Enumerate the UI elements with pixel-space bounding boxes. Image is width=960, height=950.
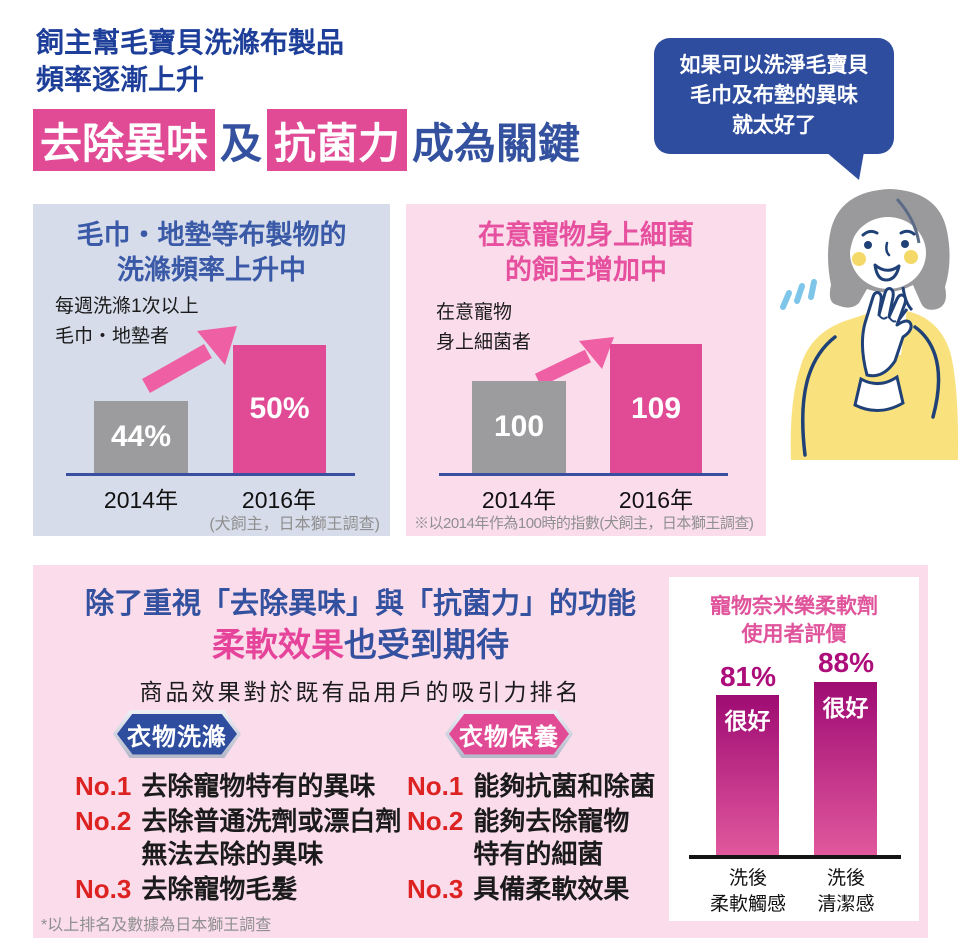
x-tick-2014: 2014年 <box>103 487 179 513</box>
bar-2016: 109 <box>610 344 702 473</box>
bar-2014-value: 44% <box>110 420 172 453</box>
care-badge: 衣物保養 <box>445 710 573 758</box>
review-bar2-tag: 很好 <box>822 695 869 721</box>
bar-2016: 50% <box>233 345 326 473</box>
bar-2014: 44% <box>94 401 188 473</box>
care-ranking-column: 衣物保養 No.1 能夠抗菌和除菌 No.2 能夠去除寵物 特有的細菌 <box>407 710 707 908</box>
page-title: 飼主幫毛寶貝洗滌布製品 頻率逐漸上升 <box>36 24 344 98</box>
x-tick-2014: 2014年 <box>481 487 557 513</box>
review-bar1-tag: 很好 <box>724 708 771 734</box>
review-x-axis <box>689 855 901 859</box>
headline-highlight-odor: 去除異味 <box>33 109 216 171</box>
headline-connector: 及 <box>220 119 263 167</box>
page-title-line2: 頻率逐漸上升 <box>36 64 205 95</box>
chart-index-note: ※以2014年作為100時的指數(犬飼主，日本獅王調查) <box>414 515 754 532</box>
bar-2014-value: 100 <box>493 410 545 443</box>
headline-tail: 成為關鍵 <box>412 119 581 167</box>
survey-footnote: *以上排名及數據為日本獅王調查 <box>41 917 272 934</box>
ranking-heading-line1: 除了重視「去除異味」與「抗菌力」的功能 <box>84 588 636 620</box>
ranking-panel: 除了重視「去除異味」與「抗菌力」的功能 柔軟效果也受到期待 商品效果對於既有品用… <box>33 565 928 938</box>
bar-2016-value: 109 <box>630 391 682 425</box>
trend-up-arrow-icon <box>534 337 614 387</box>
washing-ranking-column: 衣物洗滌 No.1 去除寵物特有的異味 No.2 去除普通洗劑或漂白劑 無法去除… <box>75 710 415 908</box>
list-item: No.1 去除寵物特有的異味 <box>75 771 376 801</box>
softness-highlight: 柔軟效果 <box>212 626 344 663</box>
review-bar1-label: 洗後 柔軟觸感 <box>709 868 786 915</box>
speech-bubble: 如果可以洗淨毛寶貝 毛巾及布墊的異味 就太好了 <box>654 38 894 180</box>
germ-concern-note: 在意寵物 身上細菌者 <box>436 302 532 353</box>
ranking-heading: 除了重視「去除異味」與「抗菌力」的功能 柔軟效果也受到期待 商品效果對於既有品用… <box>38 585 683 707</box>
trend-up-arrow-icon <box>142 326 237 393</box>
bar-2016-value: 50% <box>249 392 310 425</box>
ranking-subheading: 商品效果對於既有品用戶的吸引力排名 <box>139 679 582 705</box>
list-item: No.2 能夠去除寵物 特有的細菌 <box>407 806 630 869</box>
headline-highlight-antibac: 抗菌力 <box>267 109 408 171</box>
x-axis <box>66 473 355 476</box>
washing-frequency-title: 毛巾・地墊等布製物的 洗滌頻率上升中 <box>76 220 347 285</box>
woman-illustration <box>780 189 959 460</box>
washing-ranking-list: No.1 去除寵物特有的異味 No.2 去除普通洗劑或漂白劑 無法去除的異味 N… <box>75 770 415 906</box>
page-title-line1: 飼主幫毛寶貝洗滌布製品 <box>36 27 345 58</box>
care-ranking-list: No.1 能夠抗菌和除菌 No.2 能夠去除寵物 特有的細菌 No.3 <box>407 770 707 906</box>
washing-badge: 衣物洗滌 <box>113 710 241 758</box>
review-bar2-percent: 88% <box>817 647 875 678</box>
speech-bubble-line2: 毛巾及布墊的異味 <box>690 84 858 107</box>
review-bar2-label: 洗後 清潔感 <box>817 868 875 915</box>
x-tick-2016: 2016年 <box>618 487 694 513</box>
washing-frequency-panel: 毛巾・地墊等布製物的 洗滌頻率上升中 每週洗滌1次以上 毛巾・地墊者 44% 5… <box>33 204 390 536</box>
review-bar-softness: 很好 <box>716 695 779 855</box>
expectation-text: 也受到期待 <box>344 626 509 663</box>
review-bar-cleanliness: 很好 <box>814 682 877 855</box>
list-item: No.3 具備柔軟效果 <box>407 874 630 904</box>
speech-bubble-line1: 如果可以洗淨毛寶貝 <box>679 54 869 77</box>
sparkle-icon <box>780 279 817 310</box>
list-item: No.2 去除普通洗劑或漂白劑 無法去除的異味 <box>75 806 402 869</box>
x-tick-2016: 2016年 <box>241 487 317 513</box>
user-review-card: 寵物奈米樂柔軟劑 使用者評價 81% 88% 很好 很好 洗後 柔軟觸感 洗後 … <box>669 577 919 921</box>
ranking-heading-line2: 柔軟效果也受到期待 <box>38 623 683 667</box>
speech-bubble-line3: 就太好了 <box>732 114 816 137</box>
review-bar1-percent: 81% <box>719 661 777 692</box>
list-item: No.3 去除寵物毛髮 <box>75 874 298 904</box>
review-title: 寵物奈米樂柔軟劑 使用者評價 <box>710 595 878 646</box>
speech-bubble-tail-icon <box>826 152 864 180</box>
x-axis <box>439 473 728 476</box>
germ-concern-title: 在意寵物身上細菌 的飼主增加中 <box>478 220 694 285</box>
germ-concern-panel: 在意寵物身上細菌 的飼主增加中 在意寵物 身上細菌者 100 109 2014年… <box>406 204 766 536</box>
chart-source: (犬飼主，日本獅王調查) <box>209 516 380 533</box>
list-item: No.1 能夠抗菌和除菌 <box>407 771 656 801</box>
washing-frequency-note: 每週洗滌1次以上 毛巾・地墊者 <box>55 296 199 347</box>
bar-2014: 100 <box>472 381 566 473</box>
headline: 去除異味 及 抗菌力 成為關鍵 <box>33 109 585 171</box>
